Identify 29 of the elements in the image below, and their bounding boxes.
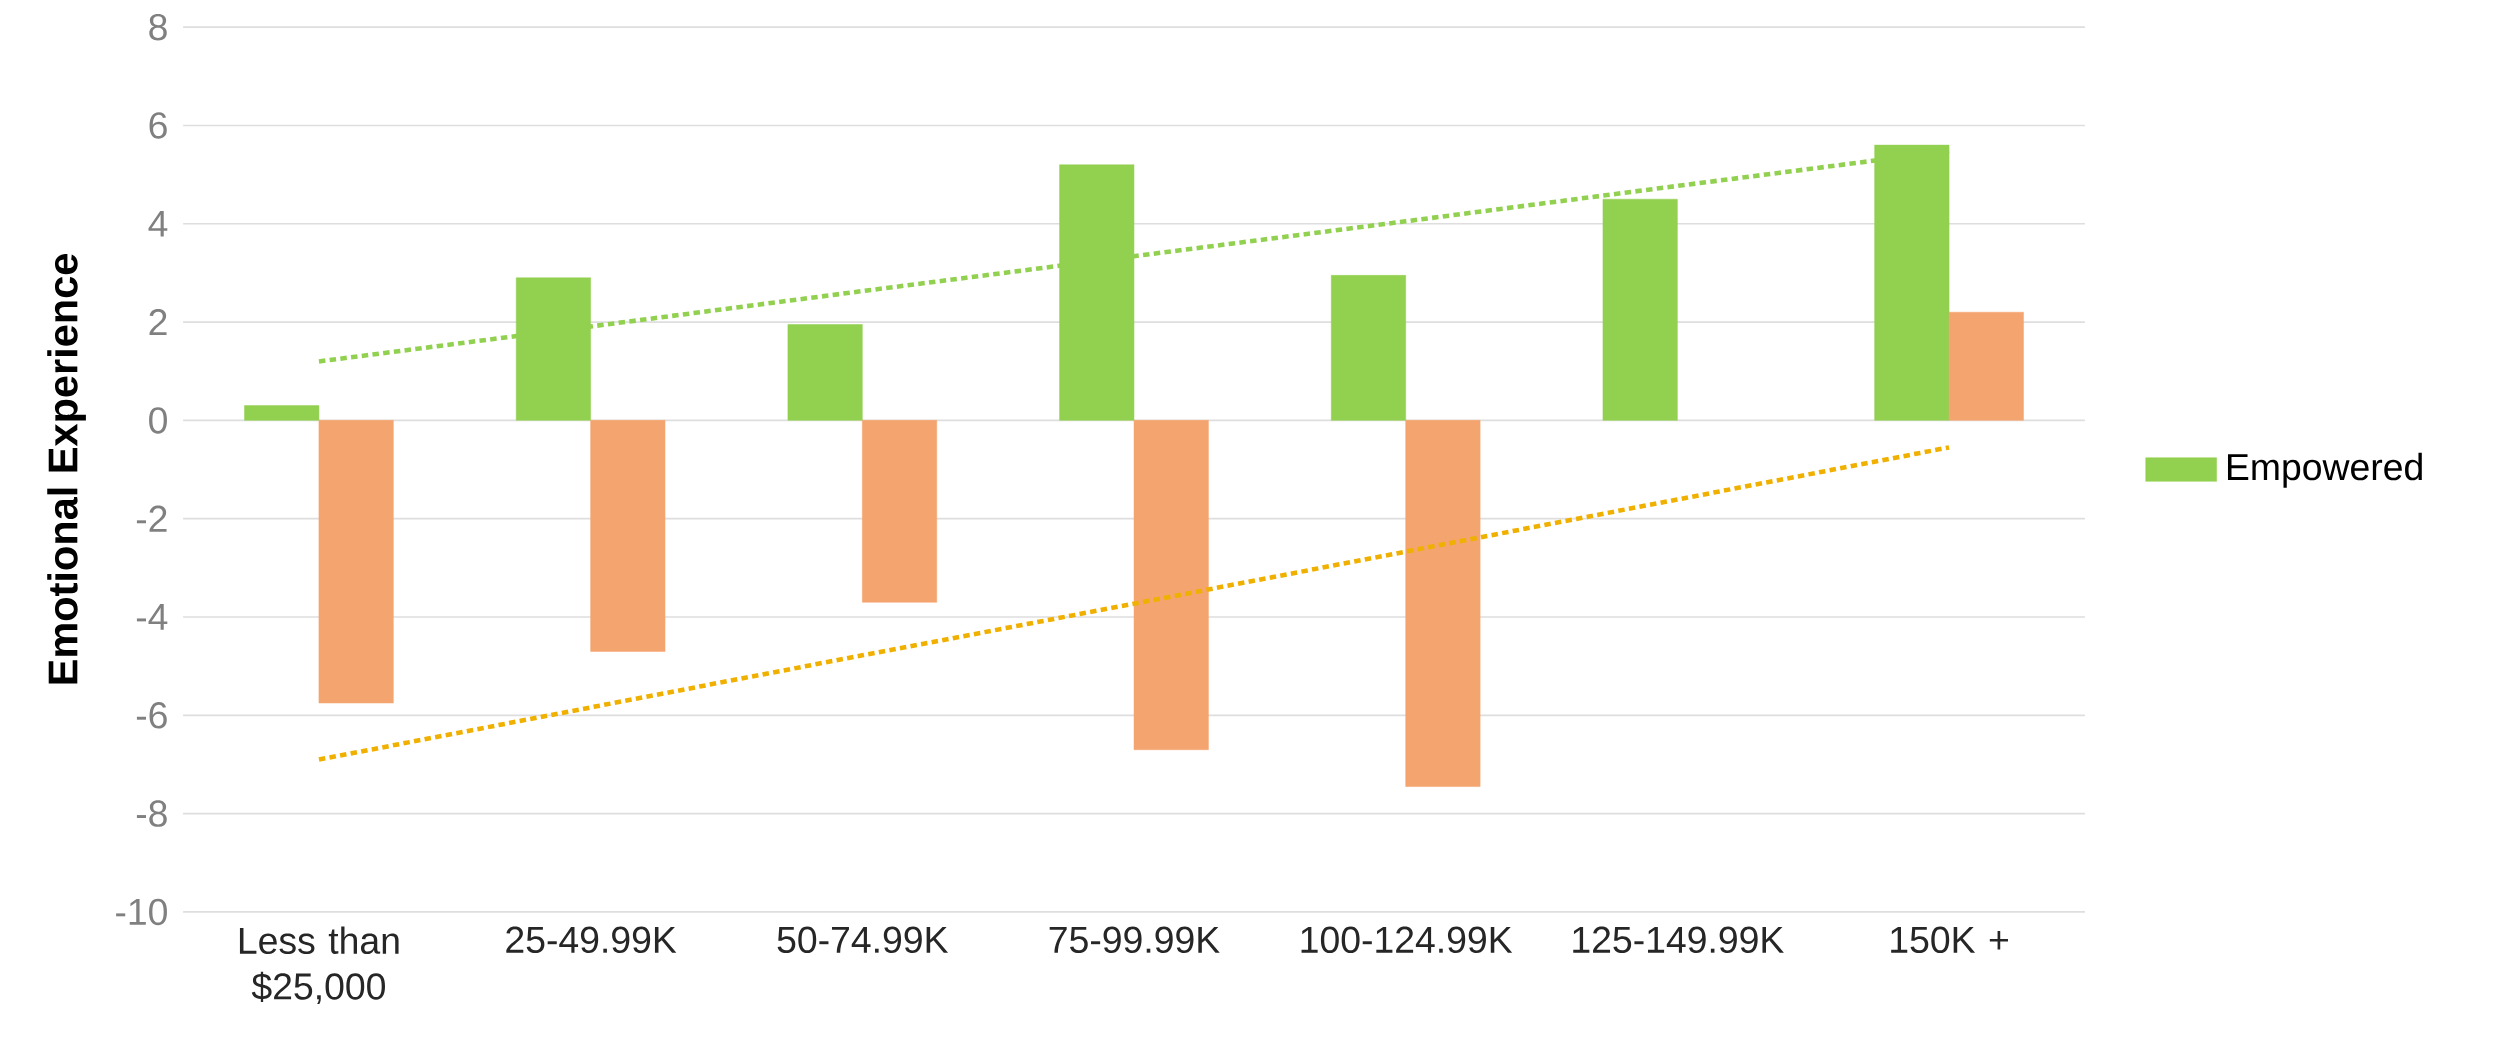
x-tick-label: Less than $25,000 bbox=[239, 926, 399, 1004]
y-axis-title: Emotional Experience bbox=[47, 253, 86, 684]
y-tick-label: -4 bbox=[136, 603, 168, 630]
bar bbox=[862, 419, 937, 603]
bar bbox=[318, 419, 394, 704]
x-tick-label: 100-124.99K bbox=[1301, 926, 1513, 953]
x-tick-label: 50-74.99K bbox=[777, 926, 949, 953]
legend-label: Empowered bbox=[2227, 452, 2422, 488]
bar bbox=[1331, 274, 1406, 421]
x-tick-label: 25-49.99K bbox=[506, 926, 677, 953]
y-tick-label: -2 bbox=[136, 505, 167, 532]
bar bbox=[244, 405, 320, 421]
line-series bbox=[316, 444, 1952, 762]
y-tick-label: -8 bbox=[136, 800, 167, 827]
y-tick-label: 4 bbox=[148, 210, 168, 237]
y-tick-label: 6 bbox=[149, 112, 167, 139]
x-tick-label: 125-149.99K bbox=[1573, 926, 1784, 953]
bar bbox=[1405, 419, 1481, 787]
x-tick-label: 75-99.99K bbox=[1049, 926, 1220, 953]
y-tick-label: 2 bbox=[149, 308, 167, 335]
y-tick-label: 0 bbox=[149, 406, 167, 434]
bar bbox=[590, 419, 666, 652]
x-tick-label: 150K + bbox=[1891, 926, 2008, 953]
y-tick-label: -6 bbox=[136, 701, 167, 729]
bar bbox=[1133, 419, 1209, 750]
y-tick-label: 8 bbox=[149, 13, 167, 41]
bar bbox=[1948, 311, 2024, 421]
bar bbox=[787, 324, 863, 421]
y-tick-label: -10 bbox=[116, 898, 167, 925]
